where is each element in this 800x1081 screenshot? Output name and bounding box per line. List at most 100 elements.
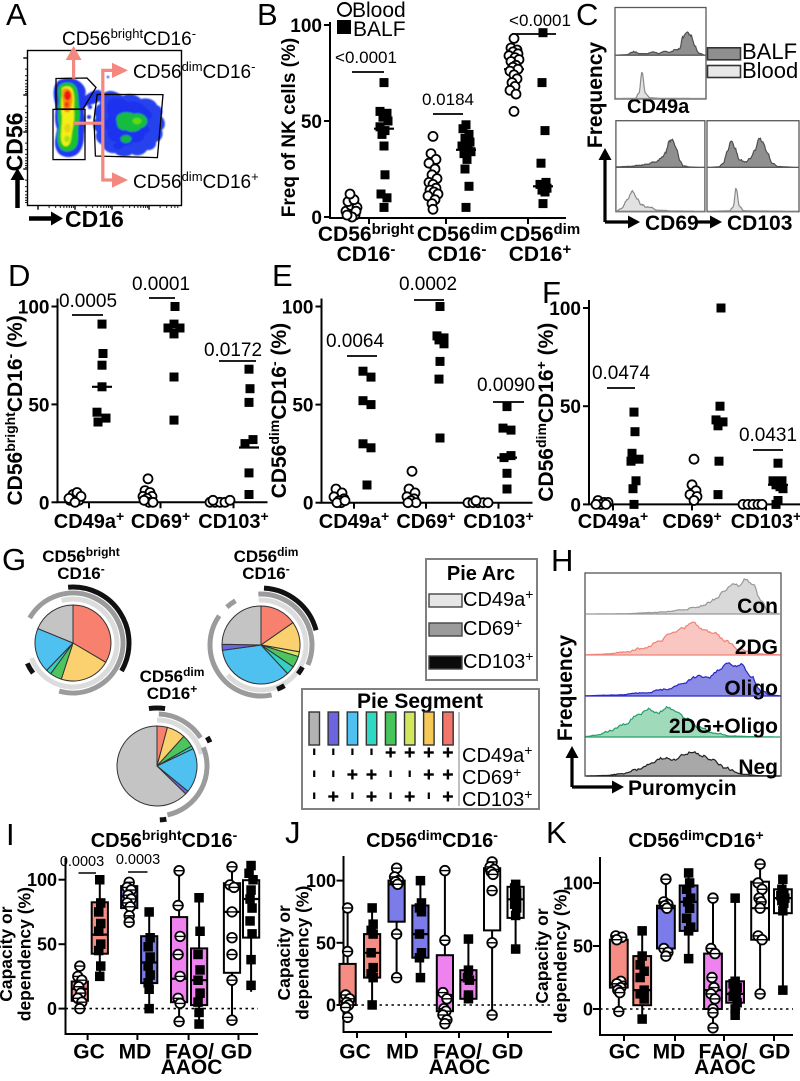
svg-text:Pie Arc: Pie Arc — [447, 563, 515, 585]
svg-text:100: 100 — [290, 16, 322, 37]
svg-text:CD16: CD16 — [65, 206, 124, 232]
svg-text:50: 50 — [316, 933, 336, 953]
svg-text:Capacity or: Capacity or — [0, 906, 16, 1001]
svg-text:0.0005: 0.0005 — [59, 291, 117, 312]
svg-text:Capacity or: Capacity or — [274, 905, 294, 1000]
svg-text:G: G — [2, 542, 26, 577]
svg-text:CD16-: CD16- — [428, 241, 487, 266]
svg-text:50: 50 — [37, 935, 57, 955]
svg-text:50: 50 — [560, 397, 581, 418]
svg-text:AAOC: AAOC — [694, 1056, 756, 1076]
svg-text:CD56dimCD16+: CD56dimCD16+ — [628, 827, 763, 852]
svg-text:CD49a+: CD49a+ — [463, 586, 533, 611]
svg-text:CD16-: CD16- — [57, 562, 104, 583]
svg-text:Capacity or: Capacity or — [532, 908, 552, 1003]
svg-text:CD103+: CD103+ — [198, 508, 268, 533]
svg-text:CD56: CD56 — [2, 113, 28, 172]
svg-text:CD103+: CD103+ — [462, 786, 532, 811]
svg-text:dependency (%): dependency (%) — [15, 887, 35, 1021]
svg-text:B: B — [257, 0, 278, 32]
svg-text:CD103+: CD103+ — [731, 508, 800, 533]
svg-text:CD69+: CD69+ — [131, 508, 190, 533]
svg-text:CD49a+: CD49a+ — [54, 508, 124, 533]
svg-text:Frequency: Frequency — [554, 635, 577, 742]
svg-text:Frequency: Frequency — [584, 42, 607, 149]
svg-text:0: 0 — [39, 493, 50, 514]
svg-text:100: 100 — [282, 298, 314, 319]
svg-text:FAO/: FAO/ — [433, 1041, 482, 1064]
svg-text:100: 100 — [27, 870, 57, 890]
svg-text:100: 100 — [306, 871, 336, 891]
svg-text:CD56bright: CD56bright — [318, 221, 414, 246]
svg-text:MD: MD — [119, 1041, 152, 1064]
svg-text:AAOC: AAOC — [429, 1056, 491, 1076]
svg-text:CD16+: CD16+ — [509, 241, 572, 266]
svg-text:0.0003: 0.0003 — [60, 854, 104, 870]
svg-text:F: F — [542, 275, 561, 310]
svg-text:0.0474: 0.0474 — [592, 363, 651, 384]
svg-text:CD56dim: CD56dim — [417, 221, 497, 246]
svg-text:GC: GC — [609, 1041, 641, 1064]
svg-text:CD56dimCD16+ (%): CD56dimCD16+ (%) — [533, 323, 558, 502]
svg-text:CD103+: CD103+ — [463, 508, 533, 533]
svg-text:GD: GD — [759, 1041, 791, 1064]
svg-text:dependency (%): dependency (%) — [551, 889, 571, 1023]
svg-text:0.0431: 0.0431 — [739, 425, 797, 446]
svg-text:Freq of NK cells (%): Freq of NK cells (%) — [279, 38, 300, 217]
svg-text:D: D — [8, 258, 30, 293]
svg-text:CD69: CD69 — [645, 212, 699, 235]
svg-text:0.0172: 0.0172 — [204, 340, 262, 361]
svg-text:100: 100 — [549, 299, 581, 320]
svg-text:2DG: 2DG — [735, 636, 778, 659]
svg-text:Oligo: Oligo — [724, 677, 778, 700]
svg-text:CD56dim: CD56dim — [234, 545, 299, 566]
svg-text:MD: MD — [386, 1041, 419, 1064]
svg-text:0.0003: 0.0003 — [116, 852, 160, 868]
svg-text:A: A — [6, 0, 27, 32]
svg-text:Con: Con — [737, 595, 778, 618]
svg-text:0: 0 — [47, 999, 57, 1019]
svg-text:50: 50 — [301, 112, 322, 133]
svg-text:0: 0 — [326, 996, 336, 1016]
svg-text:CD56brightCD16-: CD56brightCD16- — [91, 827, 238, 852]
svg-text:CD69+: CD69+ — [662, 508, 721, 533]
svg-text:BALF: BALF — [742, 39, 797, 64]
svg-text:2DG+Oligo: 2DG+Oligo — [669, 715, 778, 738]
svg-text:50: 50 — [573, 937, 593, 957]
svg-text:CD56dimCD16- (%): CD56dimCD16- (%) — [266, 323, 291, 498]
svg-text:0.0001: 0.0001 — [132, 274, 190, 295]
svg-text:CD56dimCD16-: CD56dimCD16- — [366, 827, 498, 852]
svg-text:dependency (%): dependency (%) — [293, 886, 313, 1020]
svg-text:50: 50 — [28, 395, 49, 416]
svg-text:0: 0 — [303, 494, 314, 515]
svg-text:CD56brightCD16-: CD56brightCD16- — [62, 26, 196, 50]
svg-text:GC: GC — [73, 1041, 105, 1064]
svg-text:I: I — [6, 817, 15, 852]
svg-text:CD69+: CD69+ — [396, 508, 455, 533]
svg-text:0: 0 — [583, 1000, 593, 1020]
svg-text:0.0064: 0.0064 — [326, 331, 385, 352]
svg-text:CD16-: CD16- — [337, 241, 396, 266]
svg-text:K: K — [546, 815, 567, 850]
svg-text:CD103+: CD103+ — [463, 648, 533, 673]
svg-text:0: 0 — [570, 495, 581, 516]
svg-text:CD69+: CD69+ — [463, 615, 522, 640]
svg-text:CD56dimCD16-: CD56dimCD16- — [133, 59, 255, 83]
svg-text:C: C — [576, 0, 598, 32]
svg-text:GD: GD — [492, 1041, 524, 1064]
svg-text:CD56brightCD16- (%): CD56brightCD16- (%) — [2, 315, 27, 505]
svg-text:AAOC: AAOC — [161, 1056, 223, 1076]
svg-text:CD49a+: CD49a+ — [578, 508, 648, 533]
svg-text:BALF: BALF — [353, 18, 406, 41]
svg-text:CD16+: CD16+ — [147, 682, 197, 703]
svg-text:GD: GD — [221, 1041, 253, 1064]
svg-text:CD56dim: CD56dim — [500, 221, 580, 246]
svg-text:CD69+: CD69+ — [462, 764, 521, 789]
svg-text:CD103: CD103 — [727, 212, 792, 235]
svg-text:MD: MD — [653, 1041, 686, 1064]
svg-text:0: 0 — [311, 208, 322, 229]
svg-text:Blood: Blood — [352, 0, 406, 22]
svg-text:CD49a: CD49a — [627, 96, 690, 118]
svg-text:Neg: Neg — [738, 756, 778, 779]
svg-text:CD16-: CD16- — [242, 562, 289, 583]
